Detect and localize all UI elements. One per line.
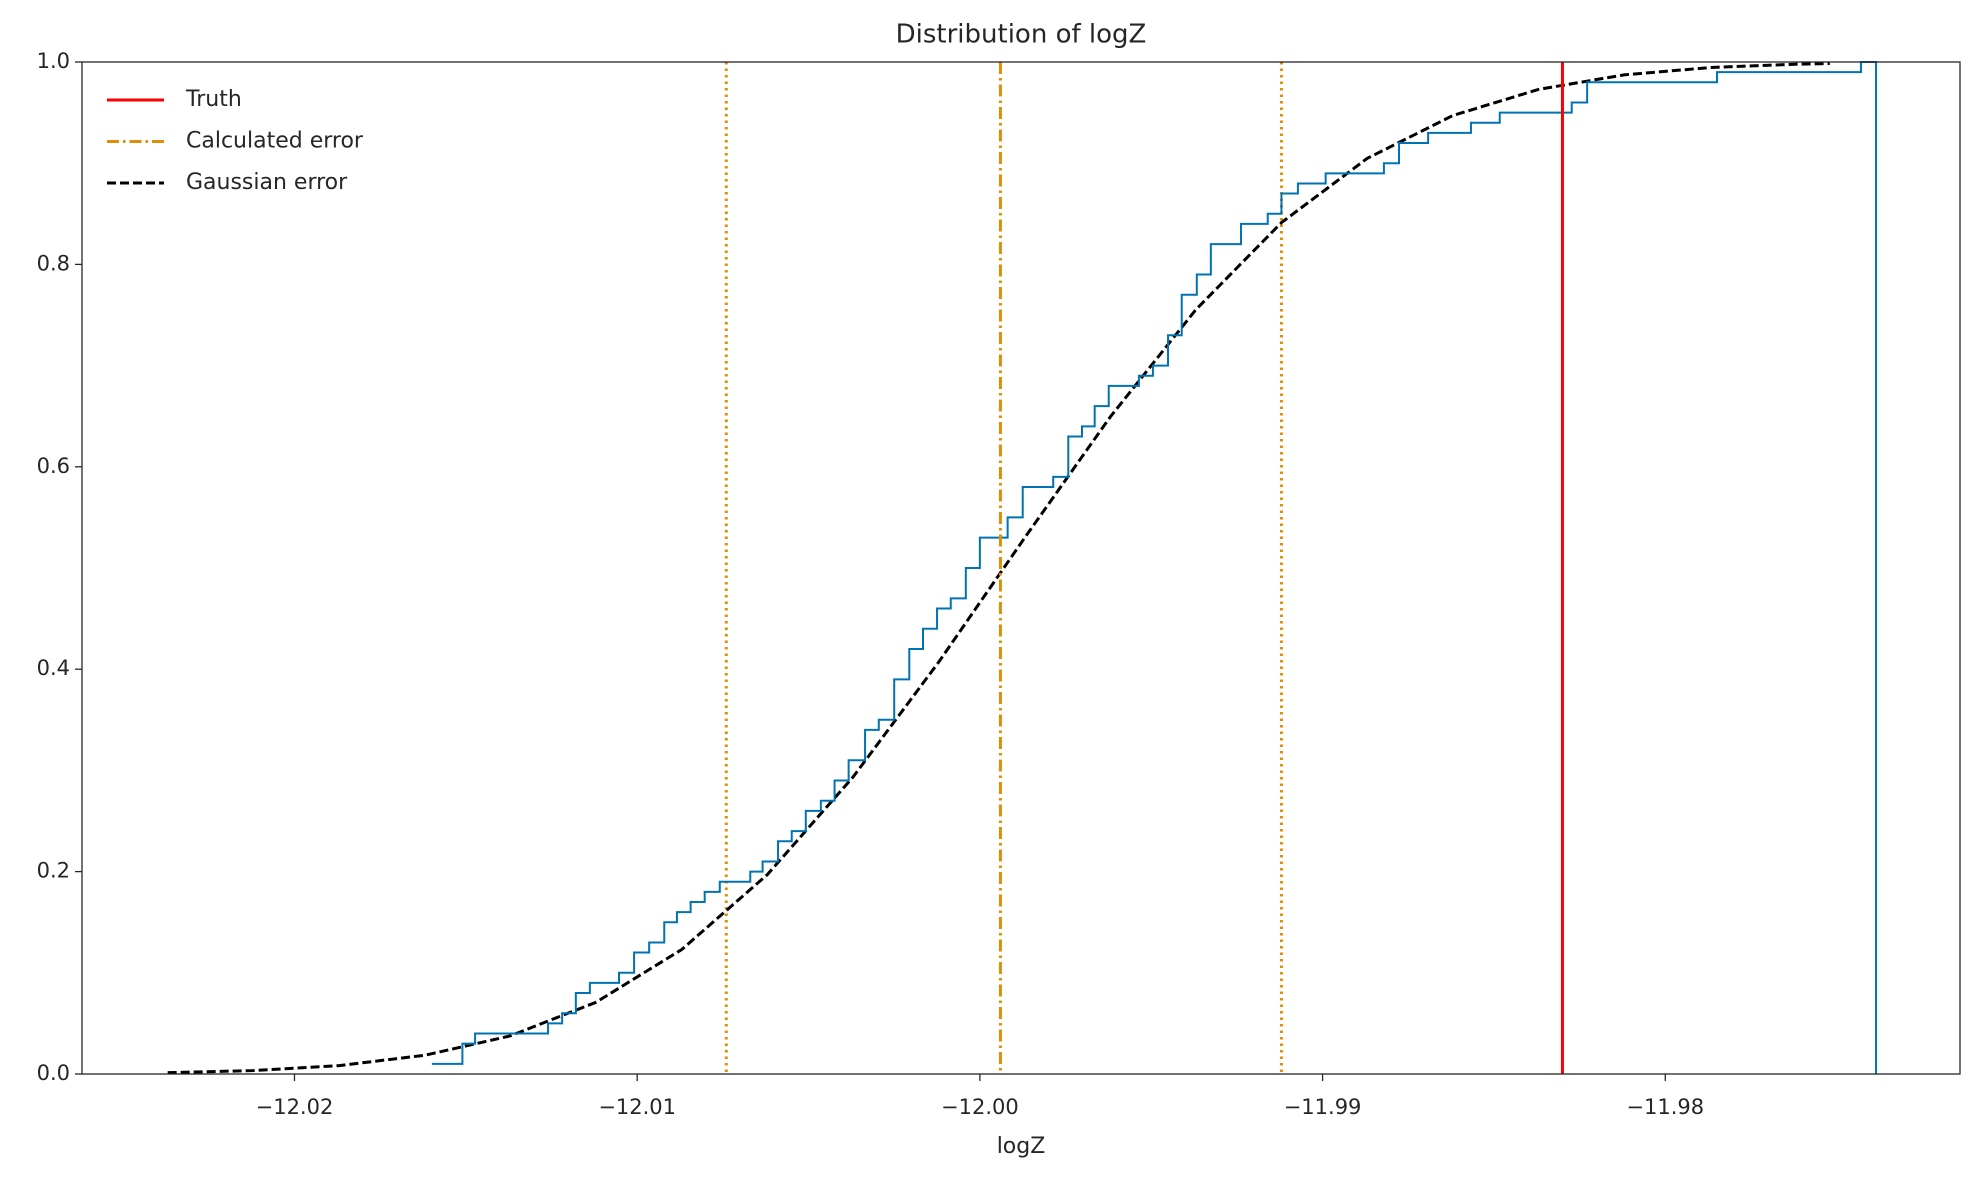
y-tick-label: 0.6 [37,454,70,478]
x-tick-label: −11.98 [1626,1095,1704,1119]
legend-label: Gaussian error [186,170,348,195]
y-tick-label: 0.0 [37,1061,70,1085]
y-tick-label: 0.4 [37,656,70,680]
x-tick-label: −12.00 [941,1095,1019,1119]
y-tick-label: 0.2 [37,859,70,883]
plot-frame [81,61,1961,1075]
x-tick-label: −11.99 [1284,1095,1362,1119]
step-line [431,61,1878,1074]
chart-title: Distribution of logZ [896,20,1147,50]
curve [167,62,1830,1075]
x-tick-label: −12.01 [598,1095,676,1119]
x-axis-label: logZ [997,1134,1046,1159]
x-tick-label: −12.02 [256,1095,334,1119]
y-tick-label: 1.0 [37,49,70,73]
legend-label: Truth [185,87,242,112]
legend-label: Calculated error [186,129,364,154]
y-tick-label: 0.8 [37,251,70,275]
